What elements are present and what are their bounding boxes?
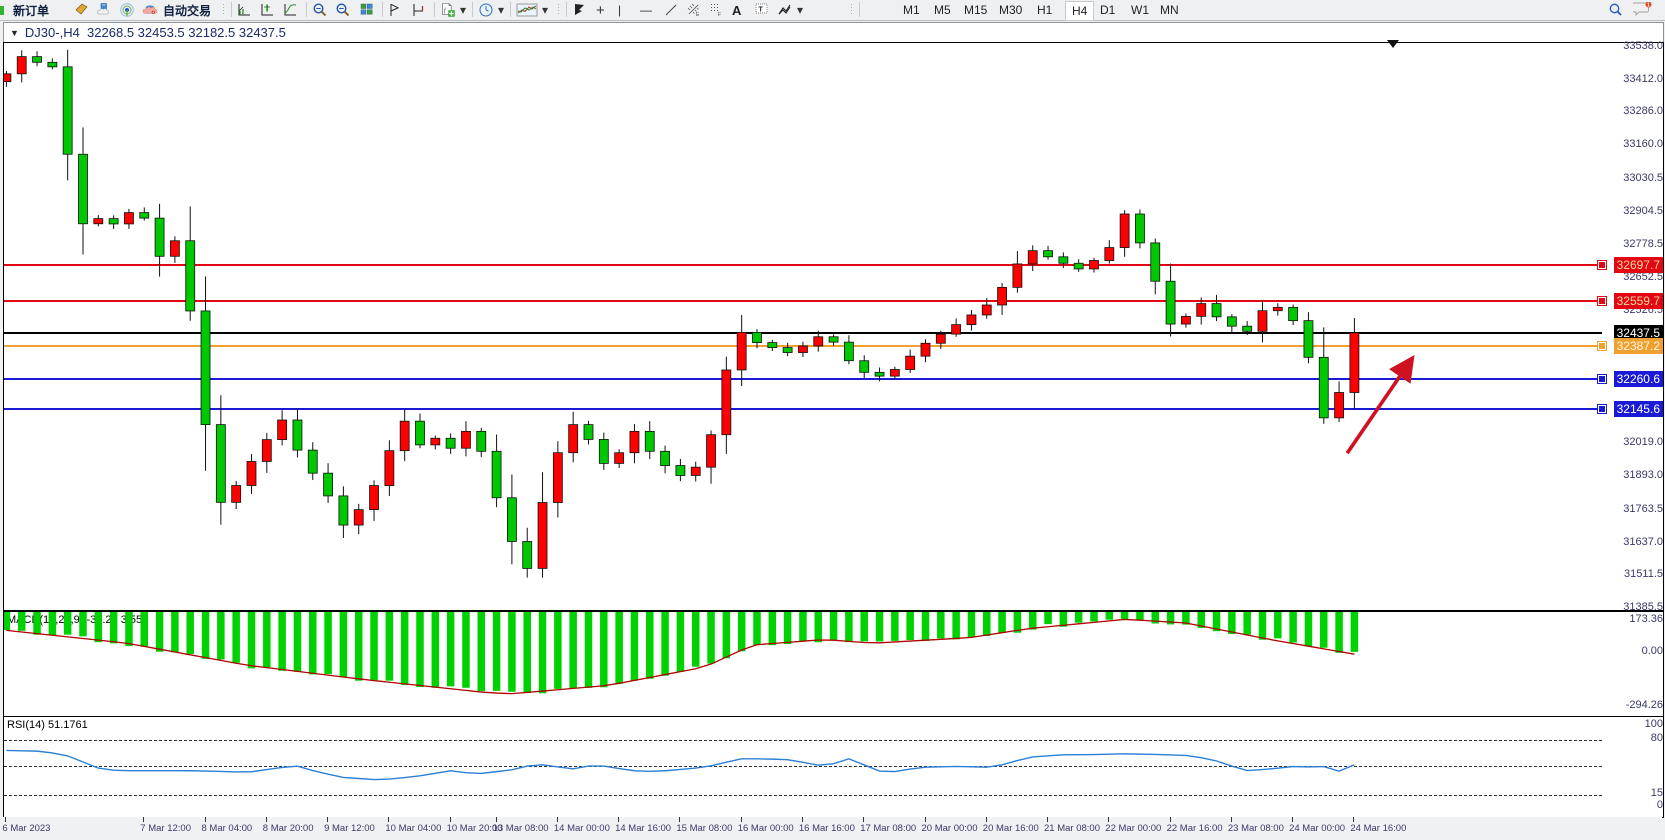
svg-text:1: 1	[1647, 3, 1650, 9]
svg-text:E: E	[696, 12, 700, 18]
svg-text:F: F	[718, 12, 721, 18]
svg-text:T: T	[759, 7, 764, 14]
